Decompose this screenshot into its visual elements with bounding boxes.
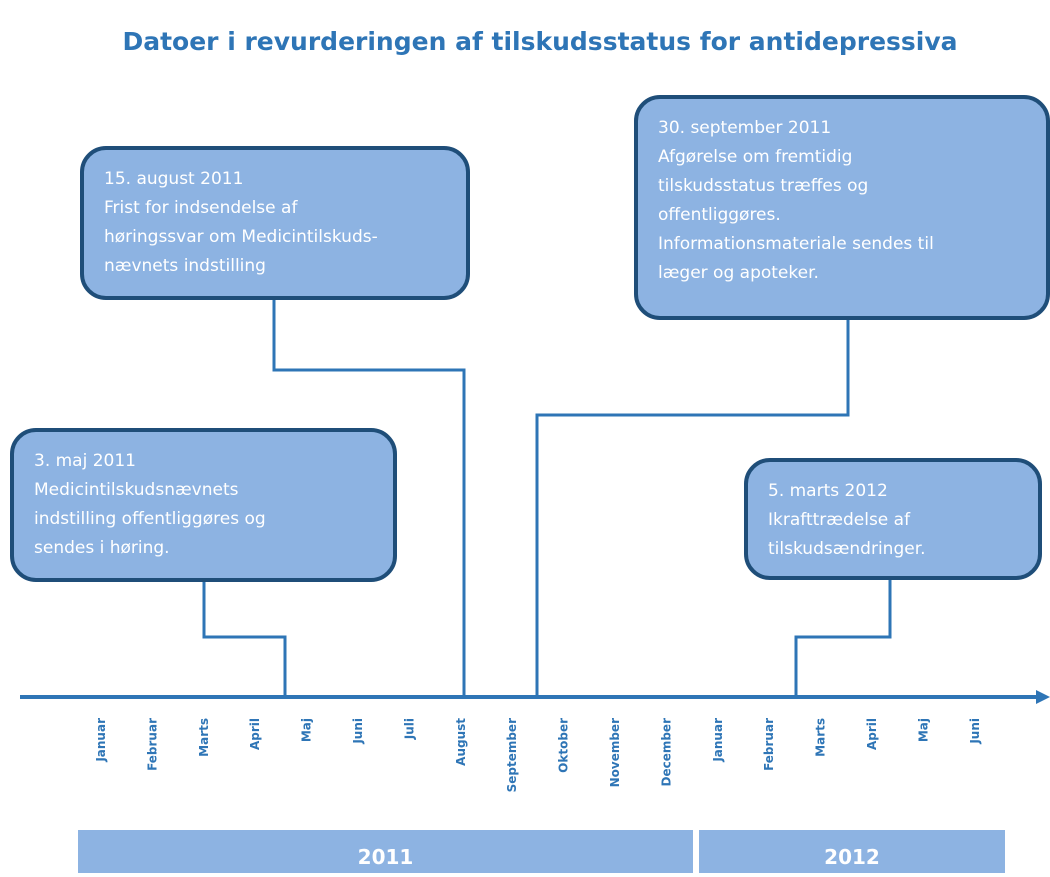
month-label: Januar [94,718,108,763]
year-bar [699,830,1005,873]
connector [794,578,892,697]
month-label: November [608,718,622,787]
event-text: tilskudsstatus træffes og [658,176,868,196]
month-label: August [454,718,468,766]
event-text: Medicintilskudsnævnets [34,480,239,500]
event-box [80,146,470,300]
month-label: September [505,718,519,792]
connector [535,318,850,697]
connector [272,298,466,697]
month-label: Maj [916,718,930,742]
month-label: Juni [351,718,365,745]
connector [202,580,287,697]
year-label: 2012 [824,845,880,869]
event-text: høringssvar om Medicintilskuds- [104,227,378,247]
event-text: offentliggøres. [658,205,781,225]
month-label: Marts [197,718,211,757]
event-text: Informationsmateriale sendes til [658,234,934,254]
axis-arrow [1036,690,1050,704]
month-label: Marts [814,718,828,757]
event-text: Frist for indsendelse af [104,198,298,218]
month-label: April [865,718,879,750]
event-date: 15. august 2011 [104,169,243,189]
year-label: 2011 [358,845,414,869]
event-text: nævnets indstilling [104,256,266,276]
month-label: Januar [711,718,725,763]
event-text: Ikrafttrædelse af [768,510,911,530]
title: Datoer i revurderingen af tilskudsstatus… [122,27,957,56]
event-text: Afgørelse om fremtidig [658,147,852,167]
event-text: læger og apoteker. [658,263,819,283]
event-box [744,458,1042,580]
event-text: tilskudsændringer. [768,539,926,559]
year-bar [78,830,693,873]
month-label: Maj [300,718,314,742]
event-date: 5. marts 2012 [768,481,888,501]
event-text: sendes i høring. [34,538,170,558]
month-label: Februar [145,718,159,771]
month-label: December [659,718,673,787]
month-label: Februar [762,718,776,771]
event-box [634,95,1050,320]
event-text: indstilling offentliggøres og [34,509,266,529]
event-date: 30. september 2011 [658,118,831,138]
month-label: Juli [402,718,416,740]
event-date: 3. maj 2011 [34,451,136,471]
event-box [10,428,397,582]
month-label: Juni [968,718,982,745]
month-label: Oktober [557,718,571,773]
month-label: April [248,718,262,750]
